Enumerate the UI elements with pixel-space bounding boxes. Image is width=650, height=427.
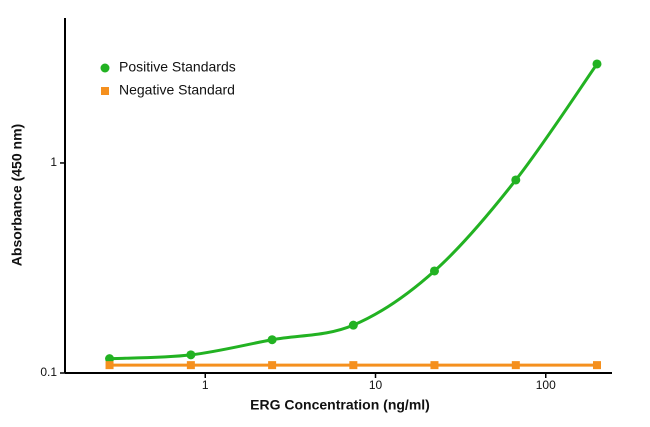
y-tick-label: 0.1 — [40, 365, 57, 379]
point — [592, 59, 602, 69]
fit-line — [109, 63, 599, 361]
point — [186, 361, 195, 370]
x-tick-label: 100 — [536, 378, 556, 392]
y-tick-label: 1 — [50, 155, 57, 169]
legend-label: Positive Standards — [119, 59, 236, 75]
point — [511, 361, 520, 370]
legend-marker — [101, 87, 109, 95]
point — [429, 266, 439, 276]
x-tick-label: 1 — [202, 378, 209, 392]
point — [105, 361, 114, 370]
point — [592, 361, 601, 370]
point — [511, 175, 521, 185]
legend-marker — [100, 63, 110, 73]
legend-label: Negative Standard — [119, 82, 235, 98]
point — [349, 361, 358, 370]
x-axis-label: ERG Concentration (ng/ml) — [250, 397, 430, 413]
y-axis-label: Absorbance (450 nm) — [9, 124, 25, 266]
x-tick-label: 10 — [369, 378, 383, 392]
point — [105, 354, 115, 364]
point — [186, 350, 196, 360]
point — [348, 320, 358, 330]
point — [430, 361, 439, 370]
point — [268, 361, 277, 370]
point — [267, 335, 277, 345]
